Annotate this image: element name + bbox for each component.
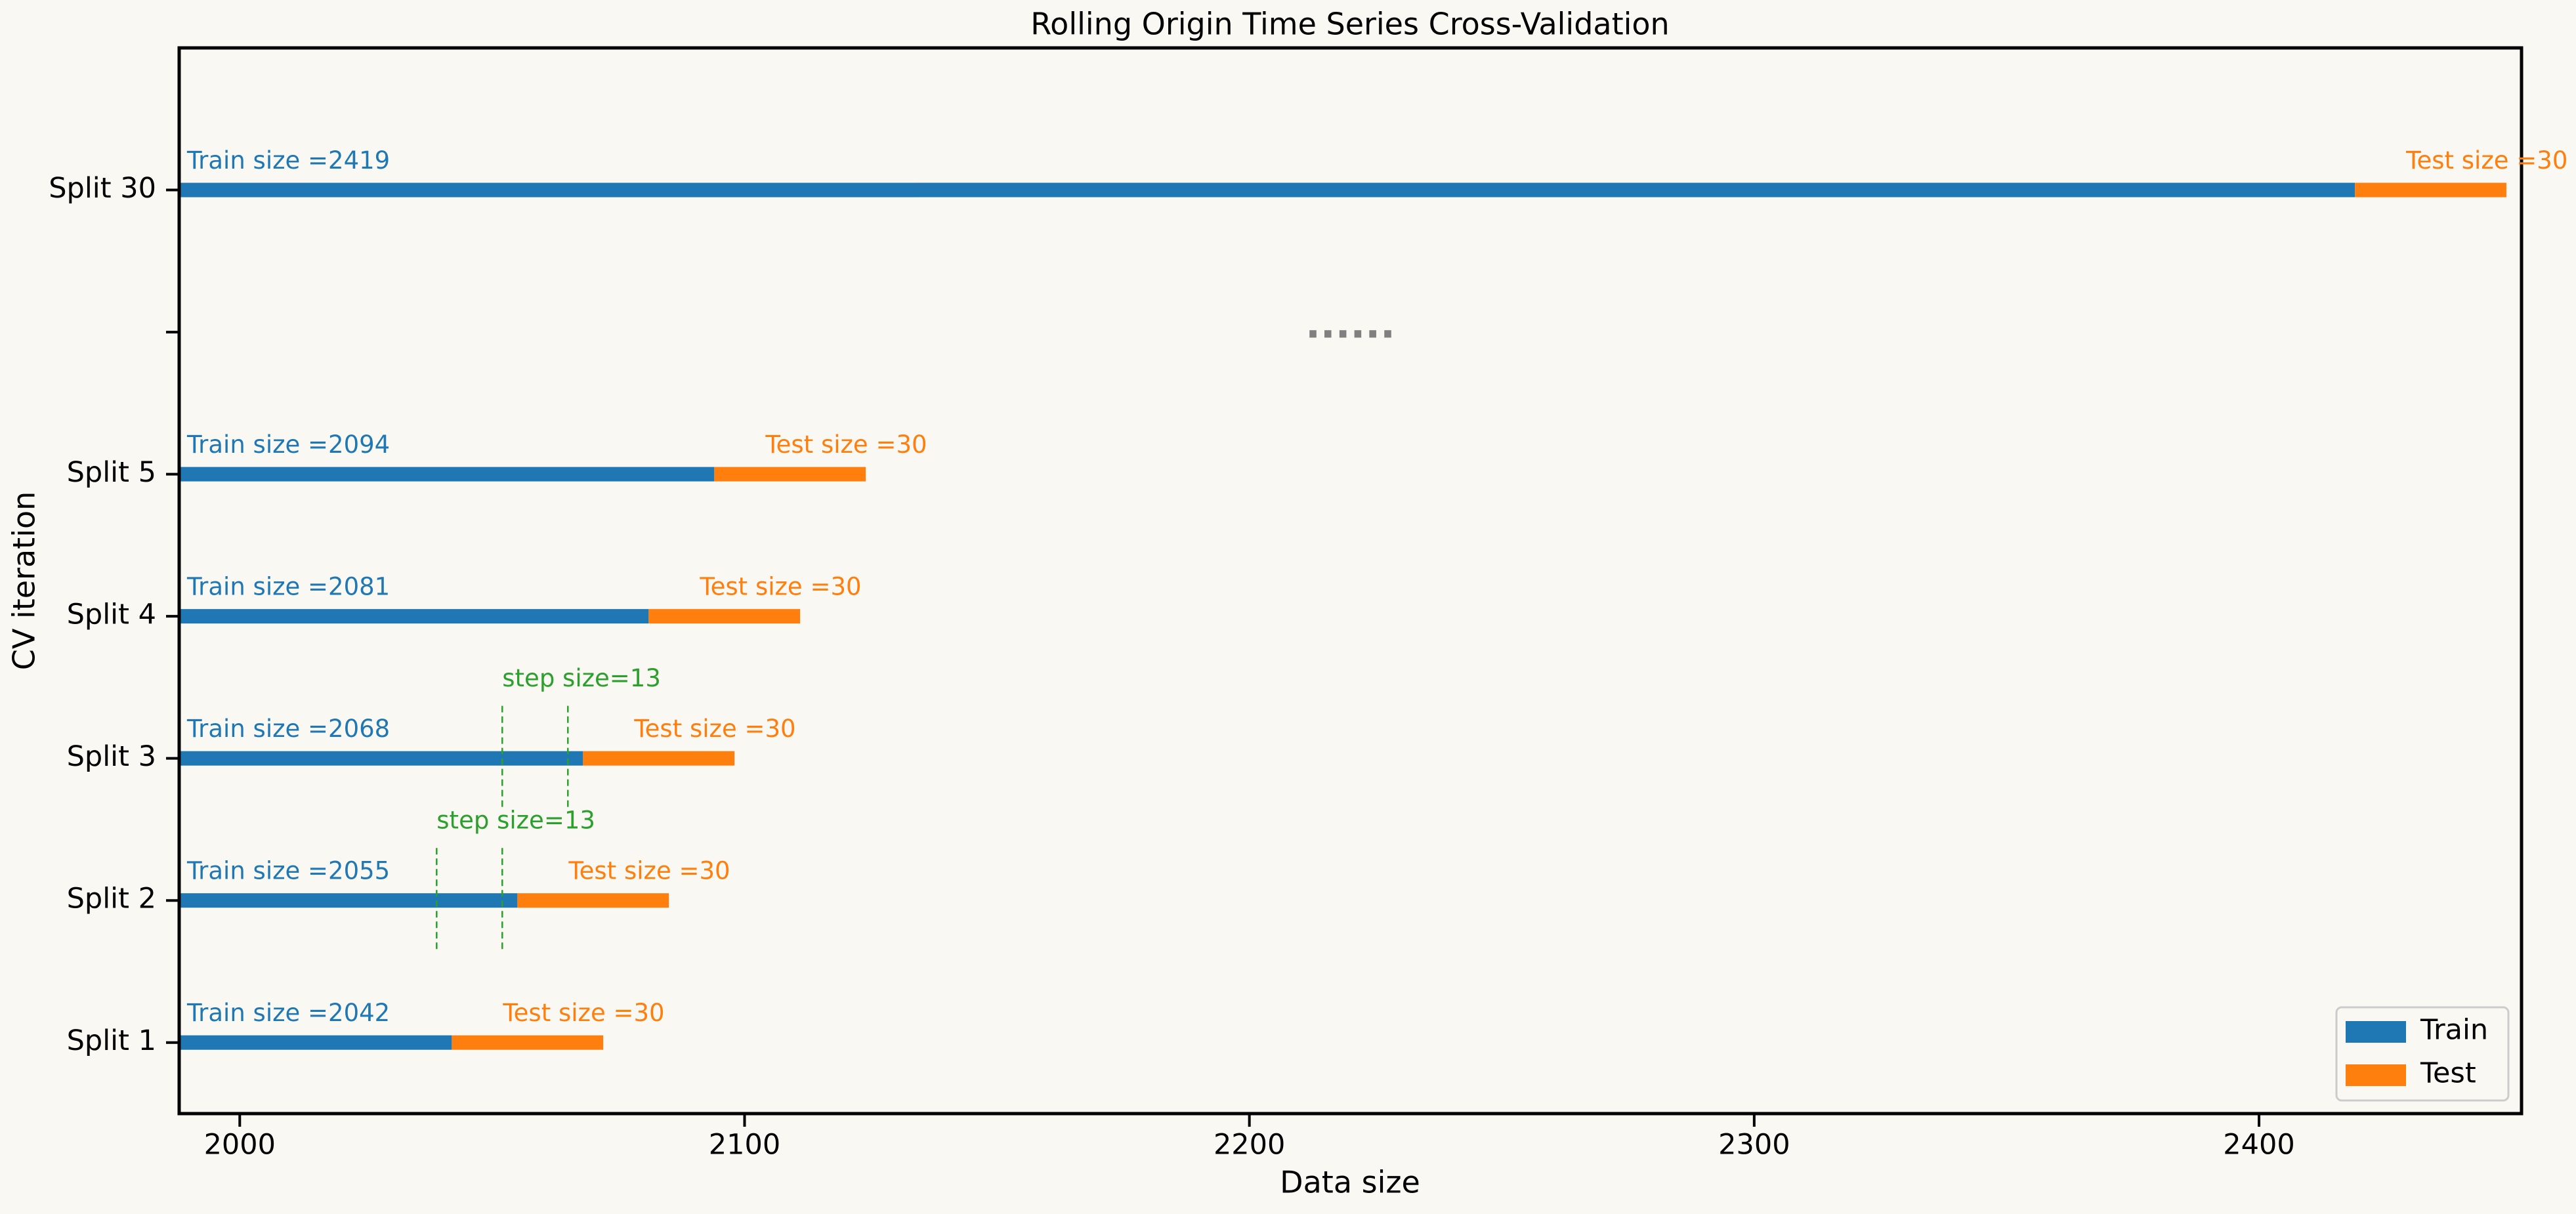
data-label: Test size =30 (568, 857, 730, 885)
data-label: Train size =2419 (186, 146, 390, 175)
data-label: Train size =2081 (186, 573, 390, 601)
axes-frame (177, 46, 2523, 1116)
data-label: Test size =30 (633, 715, 795, 743)
data-label: Train size =2068 (186, 715, 390, 743)
y-tick-label: Split 4 (67, 598, 156, 631)
y-tick-label: Split 3 (67, 740, 156, 773)
bar-segment (179, 467, 715, 482)
annotation: step size=13 (502, 664, 661, 692)
bar-segment (179, 893, 518, 908)
legend-swatch (2346, 1021, 2406, 1043)
annotation: step size=13 (436, 806, 595, 835)
y-tick-label: Split 30 (49, 172, 156, 205)
bar-segment (452, 1035, 604, 1050)
chart-title: Rolling Origin Time Series Cross-Validat… (1030, 7, 1669, 42)
annotation: ...... (1305, 302, 1395, 348)
legend-swatch (2346, 1064, 2406, 1086)
y-tick-label: Split 2 (67, 883, 156, 915)
x-tick-label: 2300 (1718, 1129, 1790, 1162)
x-tick-label: 2200 (1214, 1129, 1285, 1162)
y-tick-label: Split 1 (67, 1024, 156, 1057)
bar-segment (179, 1035, 452, 1050)
data-label: Test size =30 (765, 430, 927, 459)
data-label: Test size =30 (699, 573, 861, 601)
bar-segment (583, 751, 735, 766)
bar-segment (517, 893, 669, 908)
x-tick-label: 2400 (2223, 1129, 2294, 1162)
bar-segment (2355, 182, 2506, 198)
x-tick-label: 2000 (204, 1129, 276, 1162)
y-tick-label: Split 5 (67, 456, 156, 489)
bar-segment (714, 467, 866, 482)
legend-label: Train (2420, 1014, 2488, 1047)
data-label: Test size =30 (2405, 146, 2567, 175)
x-axis-label: Data size (1280, 1165, 1420, 1200)
data-label: Train size =2042 (186, 999, 390, 1027)
bar-segment (179, 751, 583, 766)
bar-segment (179, 609, 649, 624)
y-axis-label: CV iteration (7, 492, 42, 671)
x-tick-label: 2100 (709, 1129, 780, 1162)
bar-segment (179, 182, 2355, 198)
data-label: Train size =2055 (186, 857, 390, 885)
legend-label: Test (2420, 1057, 2476, 1090)
data-label: Train size =2094 (186, 430, 390, 459)
plot-area (179, 182, 2506, 1050)
bar-segment (648, 609, 801, 624)
data-label: Test size =30 (502, 999, 664, 1027)
